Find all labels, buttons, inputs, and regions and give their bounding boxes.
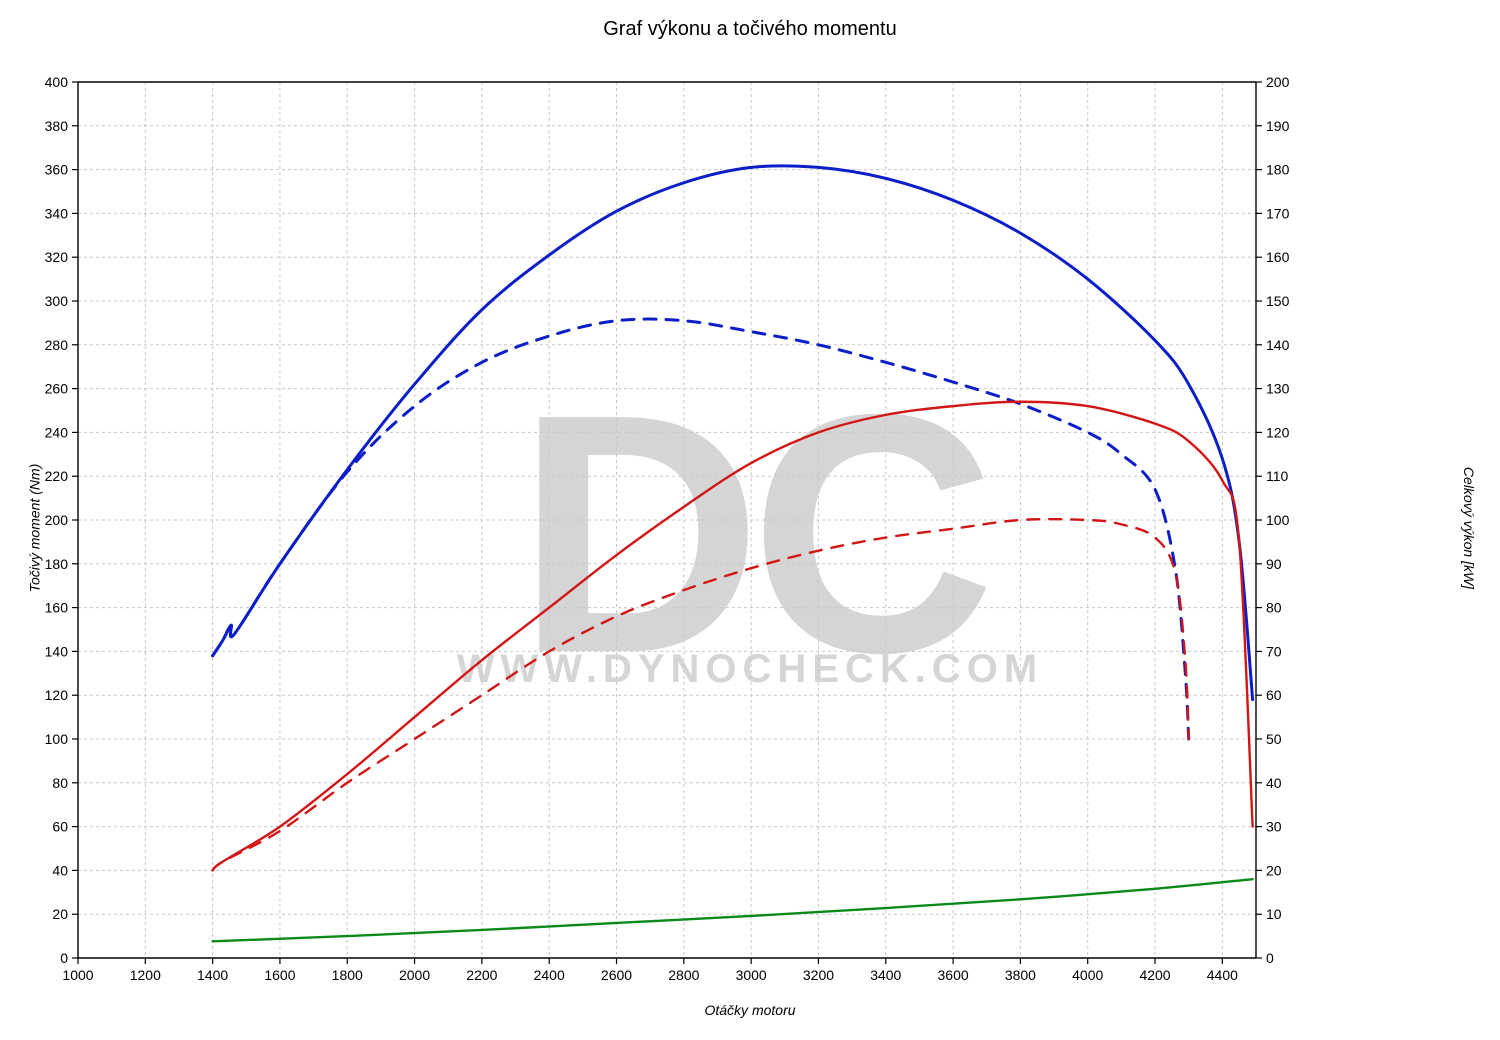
series-losses xyxy=(213,879,1253,941)
svg-text:400: 400 xyxy=(45,74,69,90)
x-axis-label: Otáčky motoru xyxy=(0,1002,1500,1018)
svg-text:160: 160 xyxy=(1266,249,1290,265)
svg-text:340: 340 xyxy=(45,205,69,221)
svg-text:2800: 2800 xyxy=(668,967,699,983)
svg-text:20: 20 xyxy=(1266,862,1282,878)
svg-text:10: 10 xyxy=(1266,906,1282,922)
svg-text:2200: 2200 xyxy=(466,967,497,983)
svg-text:320: 320 xyxy=(45,249,69,265)
svg-text:2600: 2600 xyxy=(601,967,632,983)
svg-text:50: 50 xyxy=(1266,731,1282,747)
svg-text:60: 60 xyxy=(52,819,68,835)
svg-text:80: 80 xyxy=(1266,600,1282,616)
svg-text:90: 90 xyxy=(1266,556,1282,572)
y-axis-right-label: Celkový výkon [kW] xyxy=(1461,467,1477,589)
svg-text:3800: 3800 xyxy=(1005,967,1036,983)
svg-text:100: 100 xyxy=(45,731,69,747)
svg-text:280: 280 xyxy=(45,337,69,353)
svg-text:60: 60 xyxy=(1266,687,1282,703)
svg-text:2000: 2000 xyxy=(399,967,430,983)
svg-text:360: 360 xyxy=(45,162,69,178)
svg-text:1200: 1200 xyxy=(130,967,161,983)
svg-text:3600: 3600 xyxy=(938,967,969,983)
svg-text:80: 80 xyxy=(52,775,68,791)
svg-text:380: 380 xyxy=(45,118,69,134)
svg-text:180: 180 xyxy=(45,556,69,572)
svg-text:1800: 1800 xyxy=(332,967,363,983)
svg-text:200: 200 xyxy=(45,512,69,528)
series-torque_stock xyxy=(213,319,1189,739)
svg-text:240: 240 xyxy=(45,424,69,440)
svg-text:190: 190 xyxy=(1266,118,1290,134)
svg-text:170: 170 xyxy=(1266,205,1290,221)
svg-text:3000: 3000 xyxy=(736,967,767,983)
svg-text:260: 260 xyxy=(45,381,69,397)
svg-text:220: 220 xyxy=(45,468,69,484)
svg-text:2400: 2400 xyxy=(534,967,565,983)
svg-text:200: 200 xyxy=(1266,74,1290,90)
svg-text:1600: 1600 xyxy=(264,967,295,983)
svg-text:30: 30 xyxy=(1266,819,1282,835)
svg-text:150: 150 xyxy=(1266,293,1290,309)
svg-text:40: 40 xyxy=(1266,775,1282,791)
svg-text:1400: 1400 xyxy=(197,967,228,983)
svg-text:20: 20 xyxy=(52,906,68,922)
svg-text:3200: 3200 xyxy=(803,967,834,983)
svg-text:70: 70 xyxy=(1266,643,1282,659)
svg-text:4000: 4000 xyxy=(1072,967,1103,983)
svg-text:1000: 1000 xyxy=(62,967,93,983)
chart-container: Graf výkonu a točivého momentu DC WWW.DY… xyxy=(0,0,1500,1040)
svg-text:4400: 4400 xyxy=(1207,967,1238,983)
svg-text:0: 0 xyxy=(1266,950,1274,966)
chart-svg: 1000120014001600180020002200240026002800… xyxy=(0,0,1500,1040)
svg-text:110: 110 xyxy=(1266,468,1289,484)
svg-text:4200: 4200 xyxy=(1139,967,1170,983)
y-axis-left-label: Točivý moment (Nm) xyxy=(26,464,42,593)
svg-text:120: 120 xyxy=(45,687,69,703)
svg-text:0: 0 xyxy=(60,950,68,966)
svg-text:120: 120 xyxy=(1266,424,1290,440)
svg-text:300: 300 xyxy=(45,293,69,309)
svg-text:140: 140 xyxy=(45,643,69,659)
svg-text:180: 180 xyxy=(1266,162,1290,178)
series-power_tuned xyxy=(213,402,1253,871)
svg-text:140: 140 xyxy=(1266,337,1290,353)
series-power_stock xyxy=(213,519,1189,870)
svg-text:3400: 3400 xyxy=(870,967,901,983)
svg-text:100: 100 xyxy=(1266,512,1290,528)
svg-text:40: 40 xyxy=(52,862,68,878)
svg-text:130: 130 xyxy=(1266,381,1290,397)
svg-text:160: 160 xyxy=(45,600,69,616)
